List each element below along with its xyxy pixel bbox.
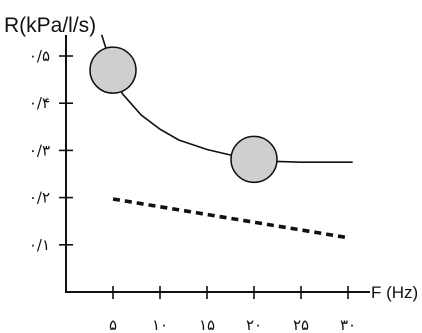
y-tick-label: ۰/۲ [29, 189, 50, 207]
x-tick-label: ۵ [109, 316, 117, 333]
x-tick-label: ۱۵ [199, 316, 215, 333]
x-tick-label: ۲۰ [246, 316, 262, 333]
x-tick-label: ۲۵ [293, 316, 309, 333]
x-tick-label: ۱۰ [152, 316, 168, 333]
y-tick-label: ۰/۵ [29, 47, 50, 65]
y-tick-label: ۰/۱ [29, 236, 50, 254]
data-point-marker [89, 46, 137, 94]
y-tick-label: ۰/۳ [29, 141, 50, 159]
dashed-series-line [112, 197, 349, 240]
y-tick-label: ۰/۴ [29, 94, 50, 112]
y-axis-title: R(kPa/l/s) [4, 14, 96, 37]
x-tick-label: ۳۰ [340, 316, 356, 333]
solid-series-line [100, 34, 353, 163]
x-axis-title: F (Hz) [371, 283, 418, 302]
data-point-marker [230, 135, 278, 184]
